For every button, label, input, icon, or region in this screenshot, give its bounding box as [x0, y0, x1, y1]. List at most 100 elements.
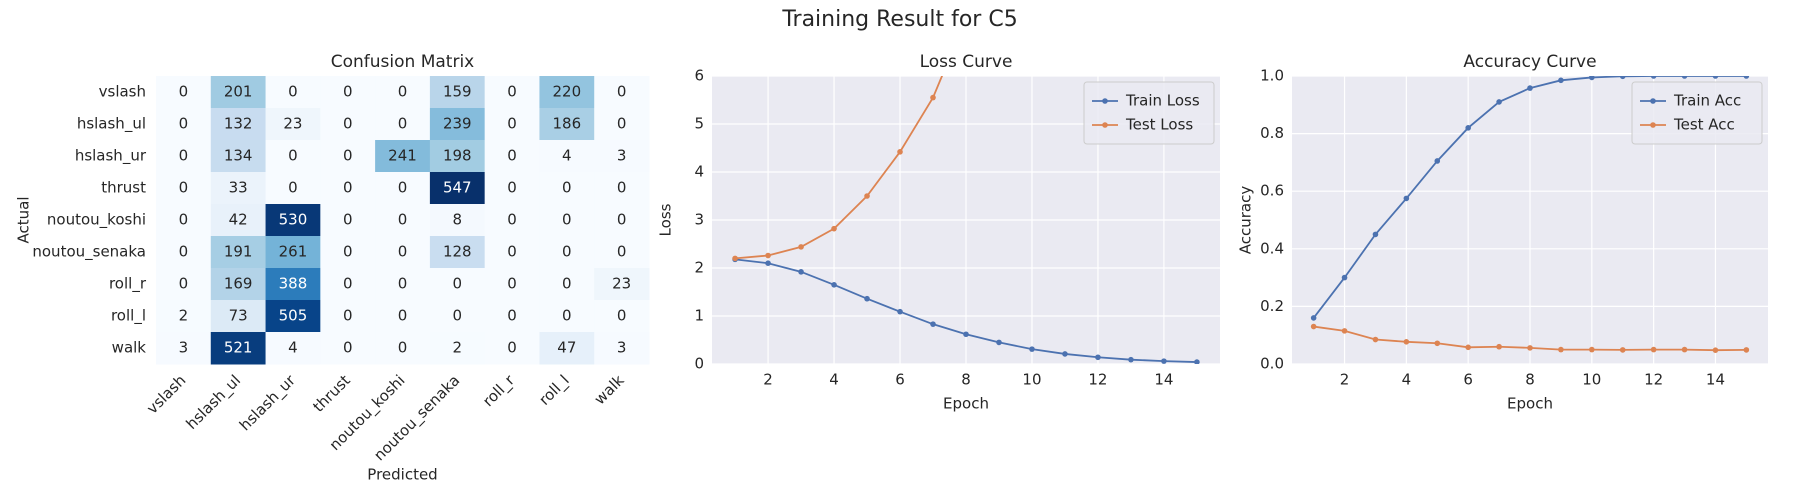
cell-label: 0: [398, 83, 408, 101]
point: [1403, 195, 1410, 202]
legend-marker: [1102, 98, 1108, 104]
y-tick-label: 0: [694, 355, 704, 373]
x-tick-label: walk: [591, 371, 628, 408]
x-tick-label: 8: [961, 371, 971, 389]
heatmap-cell: [429, 332, 486, 365]
y-tick-label: noutou_senaka: [32, 243, 146, 262]
point: [1029, 346, 1035, 352]
heatmap-cell: [484, 332, 540, 365]
y-axis-label: Actual: [15, 197, 33, 244]
cell-label: 0: [343, 339, 353, 357]
heatmap-cell: [320, 108, 376, 141]
heatmap-cell: [429, 76, 486, 109]
heatmap-cell: [375, 172, 431, 205]
point: [1161, 358, 1167, 364]
cell-label: 0: [562, 179, 572, 197]
heatmap-cell: [594, 140, 650, 173]
cell-label: 33: [229, 179, 248, 197]
heatmap-cell: [156, 172, 212, 205]
heatmap-cell: [156, 268, 212, 301]
point: [996, 339, 1002, 346]
heatmap-cell: [320, 204, 376, 237]
legend-marker: [1102, 122, 1108, 128]
y-tick-label: hslash_ul: [77, 115, 146, 134]
cell-label: 0: [343, 275, 353, 293]
legend-marker: [1650, 122, 1656, 128]
y-tick-label: thrust: [101, 179, 146, 197]
heatmap-cell: [539, 204, 595, 237]
point: [1496, 343, 1502, 350]
x-tick-label: roll_r: [479, 371, 519, 411]
cell-label: 0: [288, 147, 298, 165]
legend-box: [1631, 81, 1763, 145]
cell-label: 0: [507, 243, 517, 261]
cell-label: 0: [398, 115, 408, 133]
cell-label: 388: [279, 275, 308, 293]
cell-label: 8: [453, 211, 463, 229]
cell-label: 0: [617, 179, 627, 197]
heatmap-cell: [320, 268, 376, 301]
cell-label: 0: [398, 179, 408, 197]
cell-label: 0: [343, 147, 353, 165]
cell-label: 0: [453, 307, 463, 325]
heatmap-cell: [594, 172, 650, 205]
point: [1341, 328, 1348, 334]
heatmap-cell: [210, 204, 267, 237]
y-tick-label: vslash: [99, 83, 146, 101]
y-tick-label: 1.0: [1260, 67, 1284, 85]
x-tick-label: vslash: [143, 371, 189, 417]
cell-label: 0: [617, 243, 627, 261]
point: [1619, 347, 1626, 353]
cell-label: 3: [617, 339, 627, 357]
cell-label: 239: [443, 115, 472, 133]
cell-label: 0: [343, 243, 353, 261]
cell-label: 169: [224, 275, 253, 293]
heatmap-cell: [429, 300, 486, 333]
y-tick-label: 0.4: [1260, 239, 1284, 257]
heatmap-cell: [375, 76, 431, 109]
cell-label: 0: [507, 211, 517, 229]
cell-label: 23: [283, 115, 302, 133]
heatmap-cell: [210, 332, 267, 365]
cell-label: 241: [388, 147, 417, 165]
cell-label: 530: [279, 211, 308, 229]
point: [1403, 339, 1410, 345]
heatmap-cell: [265, 108, 321, 141]
heatmap-cell: [265, 76, 321, 109]
point: [1558, 77, 1564, 84]
legend-label: Test Loss: [1125, 116, 1193, 134]
cell-label: 0: [398, 307, 408, 325]
y-tick-label: 0.6: [1260, 182, 1284, 200]
legend-label: Train Loss: [1125, 92, 1200, 110]
x-tick-label: 14: [1154, 371, 1173, 389]
heatmap-cell: [429, 236, 486, 269]
heatmap-cell: [484, 172, 540, 205]
cell-label: 505: [279, 307, 308, 325]
heatmap-cell: [594, 236, 650, 269]
x-tick-label: hslash_ur: [236, 371, 300, 435]
cell-label: 0: [179, 275, 189, 293]
cell-label: 0: [343, 211, 353, 229]
cell-label: 0: [562, 275, 572, 293]
cell-label: 0: [179, 83, 189, 101]
point: [1062, 351, 1068, 357]
x-tick-label: 6: [1463, 371, 1473, 389]
point: [1095, 354, 1101, 361]
y-tick-label: roll_r: [109, 275, 147, 294]
cell-label: 0: [179, 243, 189, 261]
heatmap-cell: [320, 236, 376, 269]
y-tick-label: 5: [694, 115, 704, 133]
x-tick-label: 4: [1402, 371, 1412, 389]
point: [1589, 76, 1595, 81]
cell-label: 42: [229, 211, 248, 229]
y-tick-label: 4: [694, 163, 704, 181]
heatmap-cell: [429, 268, 486, 301]
cell-label: 0: [398, 211, 408, 229]
cell-label: 0: [398, 243, 408, 261]
heatmap-cell: [429, 204, 486, 237]
heatmap-cell: [210, 140, 267, 173]
point: [1434, 158, 1441, 164]
heatmap-cell: [484, 204, 540, 237]
heatmap-cell: [156, 204, 212, 237]
